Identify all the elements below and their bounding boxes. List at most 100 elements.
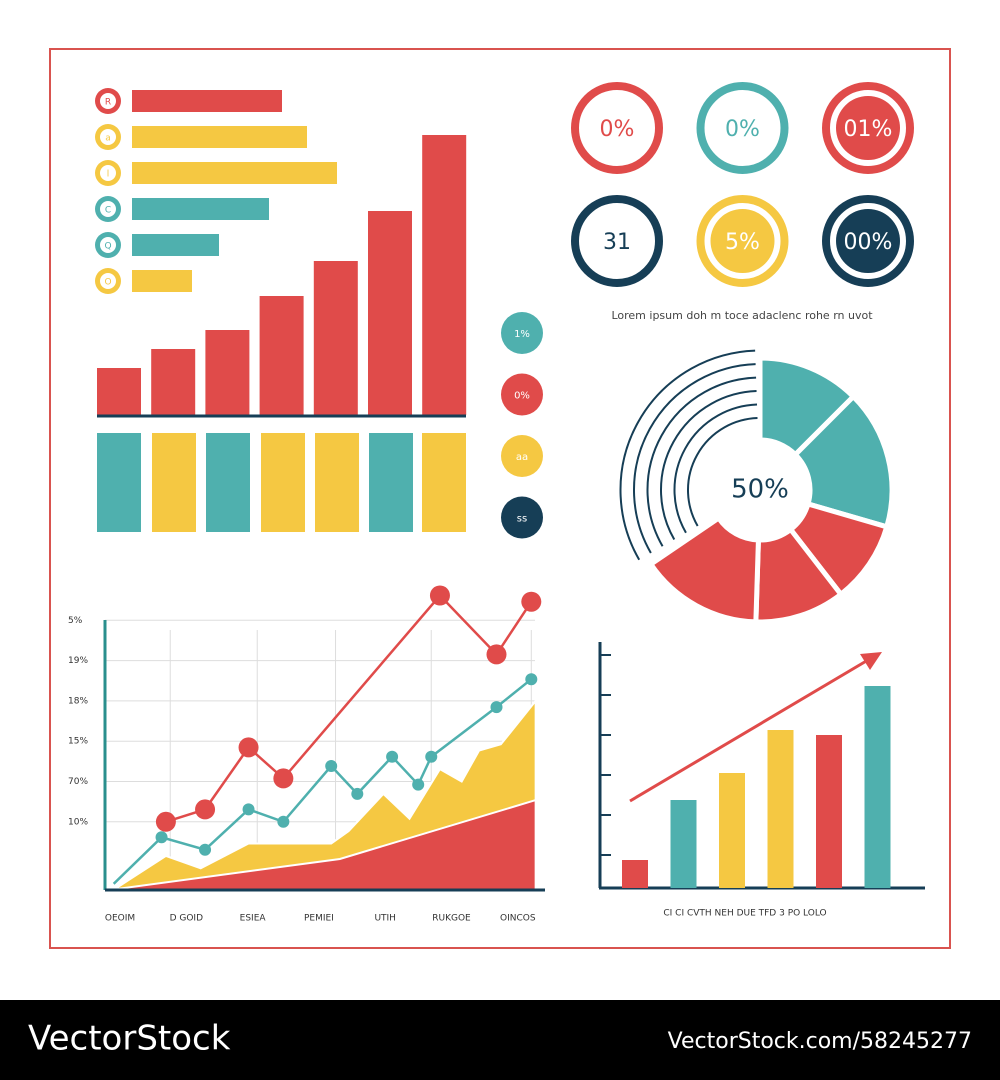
icon-inner <box>100 165 116 181</box>
pie-center <box>712 442 808 538</box>
y-tick-label: 70% <box>68 777 88 787</box>
trend-arrow <box>629 658 869 803</box>
x-axis-labels: CI CI CVTH NEH DUE TFD 3 PO LOLO <box>663 909 826 919</box>
ring-fill <box>710 209 775 273</box>
bar <box>422 135 467 415</box>
center-label: 50% <box>731 475 789 505</box>
point <box>277 815 290 828</box>
bar <box>864 686 891 888</box>
bar <box>132 126 307 148</box>
point <box>242 803 255 816</box>
point <box>195 799 216 820</box>
x-tick-label: ESIEA <box>240 914 267 924</box>
bar <box>368 211 412 415</box>
bar <box>670 800 697 888</box>
point <box>386 750 399 763</box>
icon-label: a <box>105 134 111 144</box>
ring <box>571 195 663 287</box>
block <box>97 433 141 532</box>
icon-inner <box>100 237 116 253</box>
x-tick-label: RUKGOE <box>432 914 471 924</box>
badge <box>501 373 543 416</box>
y-tick-label: 10% <box>68 817 88 827</box>
point <box>525 673 538 686</box>
point <box>273 768 294 789</box>
point <box>351 787 364 800</box>
bar <box>767 730 794 888</box>
point <box>486 644 507 665</box>
bar <box>132 162 337 184</box>
y-tick-label: 5% <box>68 616 83 626</box>
point <box>238 737 259 758</box>
x-tick-label: UTIH <box>374 914 396 924</box>
icon-inner <box>100 273 116 289</box>
footer-bar <box>0 1000 1000 1080</box>
badge <box>501 312 543 354</box>
footer-url: VectorStock.com/58245277 <box>668 1029 972 1054</box>
point <box>425 750 438 763</box>
caption: Lorem ipsum doh m toce adaclenc rohe rn … <box>611 309 873 322</box>
ring <box>696 82 789 174</box>
block <box>369 433 413 532</box>
bar <box>132 270 192 292</box>
point <box>412 778 425 791</box>
icon-label: l <box>107 170 110 180</box>
decor-arc <box>619 349 756 561</box>
icon-label: R <box>105 98 111 108</box>
x-tick-label: D GOID <box>170 914 204 924</box>
bar <box>259 296 304 415</box>
ring <box>571 82 663 174</box>
bar <box>97 368 141 415</box>
block <box>422 433 466 532</box>
frame <box>49 48 951 949</box>
ring-fill <box>836 209 900 273</box>
bar <box>205 330 250 415</box>
block <box>261 433 305 532</box>
ring-label: 5% <box>725 230 760 255</box>
bar <box>132 234 219 256</box>
footer-brand: VectorStock <box>28 1019 231 1059</box>
icon-label: C <box>105 206 111 216</box>
ring-label: 0% <box>725 117 760 142</box>
decor-arc <box>660 390 757 540</box>
point <box>325 760 338 772</box>
pie-slice <box>791 393 895 530</box>
pie-slice <box>647 514 762 625</box>
bar <box>622 860 648 888</box>
bar <box>719 773 745 888</box>
decor-arc <box>673 403 758 534</box>
badge-label: 1% <box>514 329 530 340</box>
block <box>206 433 250 532</box>
line <box>112 678 533 885</box>
icon-inner <box>100 201 116 217</box>
badge-label: aa <box>516 452 528 463</box>
bar <box>313 261 358 415</box>
decor-blocks <box>97 433 466 532</box>
ring-label: 31 <box>603 230 631 255</box>
y-tick-label: 19% <box>68 656 88 666</box>
y-tick-label: 18% <box>68 696 88 706</box>
y-tick-label: 15% <box>68 737 88 747</box>
ring-label: 0% <box>600 117 635 142</box>
point <box>199 843 212 856</box>
icon-inner <box>100 93 116 109</box>
badge-label: ss <box>517 514 527 525</box>
x-tick-label: OEOIM <box>105 914 135 924</box>
point <box>521 591 542 612</box>
arrow-head <box>860 652 882 670</box>
ring-label: 00% <box>844 230 893 255</box>
point <box>155 811 176 832</box>
badge <box>501 435 543 477</box>
decor-arc <box>646 376 757 547</box>
icon-inner <box>100 129 116 145</box>
point <box>490 701 503 714</box>
decor-arc <box>633 363 756 554</box>
x-tick-label: PEMIEI <box>304 914 334 924</box>
badge-label: 0% <box>514 391 530 402</box>
block <box>315 433 359 532</box>
ring-label: 01% <box>844 117 893 142</box>
icon-label: O <box>104 278 111 288</box>
point <box>429 585 450 606</box>
